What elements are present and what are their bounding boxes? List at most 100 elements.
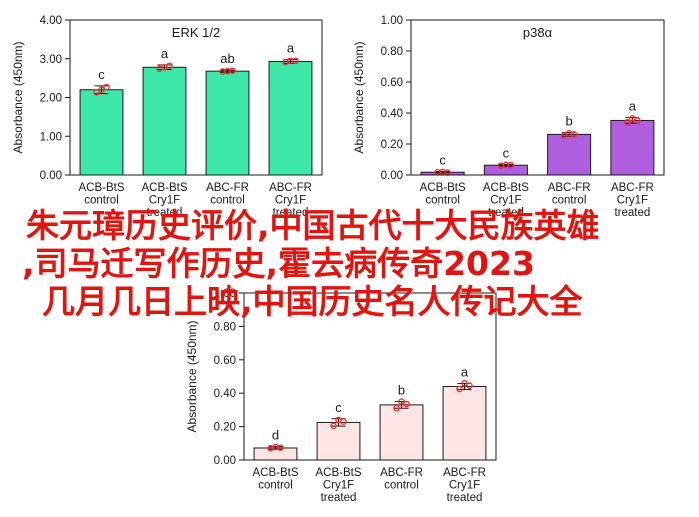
data-point [330,422,337,430]
category-label-line: ACB-BtS [252,467,298,479]
significance-letter: a [161,46,169,61]
data-point [229,67,236,75]
category-label-line: Cry1F [149,195,180,207]
significance-letter: d [272,428,279,443]
y-tick-label: 0.60 [381,77,403,89]
bar [79,89,124,176]
category-label: ACB-BtS Cry1F treated [141,182,187,219]
data-point [403,400,410,408]
bar [610,119,655,176]
data-point [166,62,173,69]
y-axis-label: Absorbance (450nm) [185,320,199,432]
category-label-line: control [384,480,419,492]
bar [316,421,361,461]
data-point [634,117,641,124]
data-point [103,83,110,91]
data-point [456,385,463,393]
significance-letter: c [335,400,342,415]
significance-letter: a [629,99,637,114]
category-label-line: Cry1F [275,195,306,207]
y-tick-label: 0.80 [214,321,236,333]
category-label: ACB-BtS Cry1F treated [483,182,529,219]
bar [442,386,487,461]
category-label-line: control [425,195,460,207]
y-tick-label: 0.00 [381,170,403,182]
category-label-line: ABC-FR [269,182,312,194]
y-tick-label: 0.00 [214,455,236,467]
y-tick-label: 0.40 [214,388,236,400]
category-label-line: ABC-FR [611,182,654,194]
data-point [277,444,284,451]
category-label-line: treated [273,207,309,219]
category-label-line: ACB-BtS [141,182,187,194]
y-tick-label: 1.00 [214,288,236,300]
category-label-line: treated [614,207,650,219]
category-label-line: Cry1F [490,195,521,207]
y-tick-label: 4.00 [40,15,62,27]
y-tick-label: 0.80 [381,46,403,58]
plot-frame [243,292,497,461]
data-point [340,418,347,425]
bar [142,66,187,176]
y-tick-label: 1.00 [40,131,62,143]
category-label: ABC-FR Cry1F treated [443,467,486,504]
category-label: ABC-FR Cry1F treated [269,182,312,219]
category-label: ACB-BtS control [252,467,298,492]
category-label: ACB-BtS control [420,182,466,207]
category-label: ACB-BtS Cry1F treated [315,467,361,504]
error-bar [498,163,513,167]
category-label-line: ACB-BtS [315,467,361,479]
category-label-line: treated [321,492,357,504]
significance-letter: ab [220,51,234,66]
category-label: ABC-FR control [380,467,423,492]
y-axis-label: Absorbance (450nm) [11,41,25,153]
significance-letter: c [439,153,446,168]
y-tick-label: 3.00 [40,54,62,66]
data-point [93,89,100,96]
bar [268,60,313,176]
data-point [560,132,568,139]
significance-letter: c [503,145,510,160]
category-label-line: control [552,195,587,207]
category-label-line: control [210,195,245,207]
data-point [466,382,473,389]
category-label: ABC-FR Cry1F treated [611,182,654,219]
significance-letter: b [566,114,573,129]
y-tick-label: 2.00 [40,93,62,105]
plot-frame [410,19,665,176]
error-bar [435,171,450,174]
bar [483,164,528,176]
category-label-line: ABC-FR [443,467,486,479]
data-point [461,379,468,387]
category-label-line: ABC-FR [206,182,249,194]
y-tick-label: 0.20 [214,422,236,434]
data-point [570,131,578,138]
significance-letter: a [287,41,295,56]
chart-title: p38α [523,25,553,40]
data-point [98,86,105,94]
category-label: ACB-BtS control [78,182,124,207]
category-label-line: Cry1F [449,480,480,492]
y-tick-label: 0.20 [381,139,403,151]
y-tick-label: 0.40 [381,108,403,120]
y-tick-label: 0.60 [214,355,236,367]
category-label-line: control [258,480,293,492]
significance-letter: c [98,67,105,82]
bar [379,404,424,461]
category-label-line: Cry1F [617,195,648,207]
significance-letter: a [461,365,469,380]
error-bar [220,69,235,73]
category-label-line: treated [147,207,183,219]
data-point [624,119,631,126]
category-label-line: treated [488,207,524,219]
category-label-line: treated [447,492,483,504]
category-label: ABC-FR control [548,182,591,207]
data-point [292,57,299,64]
category-label-line: ABC-FR [548,182,591,194]
category-label-line: ABC-FR [380,467,423,479]
y-axis-label: Absorbance (450nm) [352,41,366,153]
bar [547,133,592,176]
